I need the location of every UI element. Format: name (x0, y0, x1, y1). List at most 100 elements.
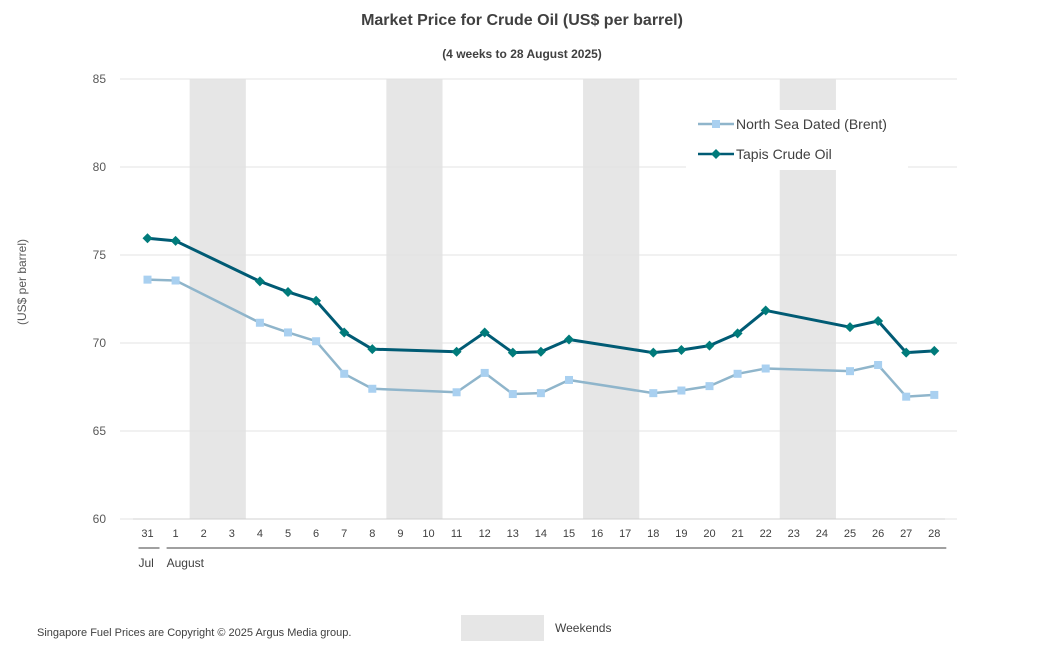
x-tick-label: 11 (451, 528, 462, 540)
x-tick-label: 15 (563, 528, 575, 540)
brent-point (761, 364, 770, 373)
tapis-point (732, 328, 743, 339)
x-tick-label: 31 (141, 528, 153, 540)
brent-point (649, 389, 658, 398)
tapis-point (254, 276, 265, 287)
y-tick-label: 75 (93, 248, 107, 262)
y-tick-label: 70 (93, 336, 107, 350)
x-tick-label: 24 (816, 528, 828, 540)
chart-title: Market Price for Crude Oil (US$ per barr… (361, 12, 683, 29)
x-tick-label: 4 (257, 528, 263, 540)
tapis-point (648, 347, 659, 358)
brent-point (143, 275, 152, 284)
x-tick-label: 6 (313, 528, 319, 540)
legend-brent-marker (698, 120, 734, 128)
tapis-point (283, 286, 293, 297)
weekends-legend: Weekends (461, 615, 611, 641)
tapis-point (929, 345, 940, 356)
x-tick-label: 12 (479, 528, 491, 540)
y-tick-label: 80 (93, 160, 107, 174)
chart-subtitle: (4 weeks to 28 August 2025) (442, 47, 602, 61)
y-tick-label: 65 (93, 424, 107, 438)
y-tick-label: 60 (93, 512, 107, 526)
x-tick-label: 17 (619, 528, 631, 540)
x-tick-label: 28 (928, 528, 940, 540)
brent-point (340, 369, 349, 378)
weekend-band (189, 79, 246, 519)
tapis-point (704, 340, 715, 351)
x-tick-label: 16 (591, 528, 603, 540)
brent-point (508, 390, 517, 399)
brent-point (255, 318, 264, 327)
tapis-point (676, 345, 687, 356)
weekends-label: Weekends (555, 621, 612, 635)
x-tick-label: 26 (872, 528, 884, 540)
x-axis: 31 1 2 3 4 5 6 7 8 9 10 11 12 13 14 15 16 17 18 19 20 21 22 23 2… (133, 518, 947, 570)
brent-point (874, 361, 883, 369)
weekends-swatch (461, 615, 544, 641)
tapis-point (339, 327, 350, 338)
brent-point (846, 367, 854, 376)
tapis-point (311, 295, 322, 306)
legend: North Sea Dated (Brent) Tapis Crude Oil (686, 110, 908, 170)
x-tick-label: 5 (285, 528, 291, 540)
x-tick-label: 8 (369, 528, 375, 540)
tapis-point (367, 344, 378, 355)
brent-point (705, 382, 714, 391)
brent-point (452, 388, 461, 397)
x-tick-label: 2 (201, 528, 207, 540)
x-tick-label: 18 (647, 528, 659, 540)
tapis-point (170, 235, 181, 246)
x-tick-label: 10 (422, 528, 434, 540)
x-tick-label: 22 (760, 528, 772, 540)
x-tick-label: 1 (173, 528, 179, 540)
brent-point (368, 384, 377, 393)
y-axis-label: (US$ per barrel) (15, 238, 29, 326)
tapis-point (901, 347, 912, 358)
brent-point (536, 389, 545, 398)
x-tick-label: 13 (507, 528, 519, 540)
tapis-point (479, 327, 490, 338)
y-axis-ticks: 60 65 70 75 80 85 (93, 72, 107, 526)
x-tick-label: 3 (229, 528, 235, 540)
weekend-band (386, 79, 443, 519)
brent-point (565, 375, 573, 384)
x-tick-label: 25 (844, 528, 856, 540)
tapis-point (142, 233, 153, 244)
x-tick-label: 20 (703, 528, 715, 540)
tapis-point (845, 322, 855, 333)
month-label: Jul (139, 556, 154, 570)
x-tick-label: 23 (788, 528, 800, 540)
x-tick-label: 27 (900, 528, 912, 540)
copyright-footer: Singapore Fuel Prices are Copyright © 20… (37, 627, 352, 639)
legend-tapis-marker (698, 149, 734, 159)
legend-item-brent: North Sea Dated (Brent) (698, 114, 887, 134)
x-tick-label: 19 (675, 528, 687, 540)
tapis-point (507, 347, 518, 358)
brent-point (677, 386, 686, 395)
y-tick-label: 85 (93, 72, 107, 86)
brent-point (930, 390, 939, 399)
series-lines (142, 233, 940, 401)
tapis-point (760, 305, 771, 316)
x-tick-label: 21 (731, 528, 743, 540)
legend-brent-label: North Sea Dated (Brent) (736, 116, 887, 132)
x-tick-label: 7 (341, 528, 347, 540)
legend-tapis-label: Tapis Crude Oil (736, 146, 832, 162)
brent-point (480, 368, 489, 377)
weekend-band (583, 79, 640, 519)
brent-point (171, 276, 180, 285)
legend-item-tapis: Tapis Crude Oil (698, 144, 832, 164)
brent-point (312, 337, 321, 346)
tapis-point (873, 316, 884, 326)
brent-point (284, 328, 292, 337)
month-label: August (167, 556, 205, 570)
brent-point (902, 392, 911, 401)
tapis-point (451, 346, 462, 357)
tapis-point (535, 346, 546, 357)
tapis-point (564, 334, 574, 345)
x-tick-label: 14 (535, 528, 547, 540)
brent-point (733, 369, 742, 378)
x-tick-label: 9 (397, 528, 403, 540)
